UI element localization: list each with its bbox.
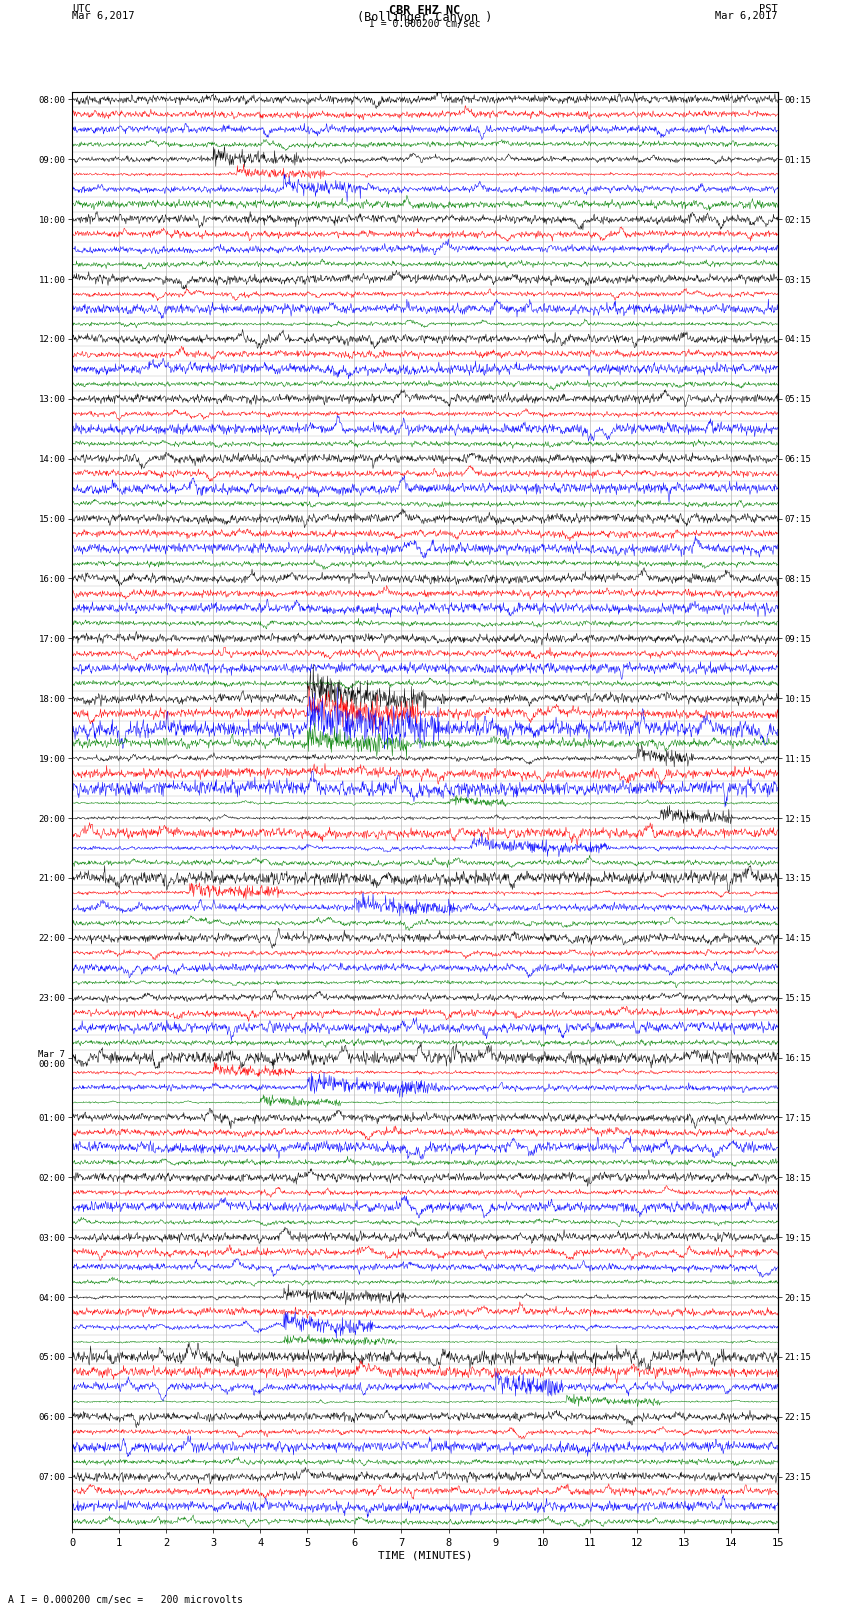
Text: A I = 0.000200 cm/sec =   200 microvolts: A I = 0.000200 cm/sec = 200 microvolts xyxy=(8,1595,243,1605)
Text: (Bollinger Canyon ): (Bollinger Canyon ) xyxy=(357,11,493,24)
Text: CBR EHZ NC: CBR EHZ NC xyxy=(389,5,461,18)
Text: UTC: UTC xyxy=(72,5,91,15)
Text: Mar 6,2017: Mar 6,2017 xyxy=(72,11,135,21)
Text: PST: PST xyxy=(759,5,778,15)
X-axis label: TIME (MINUTES): TIME (MINUTES) xyxy=(377,1552,473,1561)
Text: Mar 6,2017: Mar 6,2017 xyxy=(715,11,778,21)
Text: I = 0.000200 cm/sec: I = 0.000200 cm/sec xyxy=(369,18,481,29)
